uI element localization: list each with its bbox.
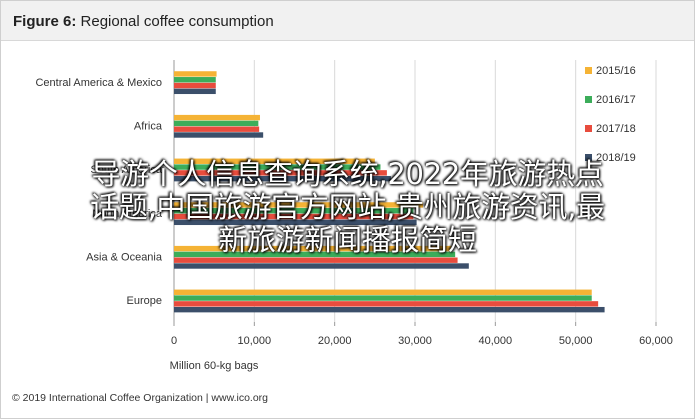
bar [174, 251, 456, 258]
legend-label: 2018/19 [596, 152, 636, 164]
chart-title: Figure 6: Regional coffee consumption [13, 13, 274, 30]
bar [174, 257, 458, 263]
overlay-line: 话题,中国旅游官方网站,贵州旅游资讯,最 [90, 190, 605, 224]
category-label: Africa [134, 121, 163, 133]
category-label: Central America & Mexico [35, 77, 162, 89]
category-label: Europe [127, 295, 162, 307]
bar [174, 295, 592, 301]
bar [174, 202, 424, 208]
bar [174, 289, 592, 295]
bar [174, 82, 216, 89]
bar [174, 170, 387, 176]
title-band: Figure 6: Regional coffee consumption [1, 1, 694, 41]
bar [174, 77, 216, 83]
legend-label: 2015/16 [596, 65, 636, 77]
x-tick-label: 50,000 [559, 335, 593, 347]
category-label: South America [90, 164, 162, 176]
bar [174, 306, 605, 313]
legend-swatch [585, 67, 592, 74]
bar [174, 114, 260, 121]
bar [174, 120, 259, 127]
x-tick-label: 30,000 [398, 335, 432, 347]
bar [174, 213, 414, 220]
overlay-line: 导游个人信息查询系统,2022年旅游热点 [91, 157, 604, 191]
x-axis-label: Million 60-kg bags [170, 360, 259, 372]
bar [174, 301, 599, 307]
overlay-line: 新旅游新闻播报简短 [218, 223, 477, 257]
bar [174, 132, 264, 138]
bar [174, 208, 414, 214]
x-tick-label: 40,000 [479, 335, 513, 347]
bar [174, 175, 391, 182]
legend-label: 2016/17 [596, 94, 636, 106]
bar [174, 71, 217, 77]
legend-label: 2017/18 [596, 123, 636, 135]
bar [174, 126, 260, 132]
title-prefix: Figure 6: [13, 13, 77, 30]
legend-swatch [585, 154, 592, 161]
bar [174, 245, 452, 252]
source-note: © 2019 International Coffee Organization… [12, 392, 268, 404]
bar [174, 164, 381, 170]
bar [174, 158, 375, 164]
legend-swatch [585, 96, 592, 103]
x-tick-label: 0 [171, 335, 177, 347]
category-label: North America [92, 208, 163, 220]
x-tick-label: 20,000 [318, 335, 352, 347]
category-label: Asia & Oceania [86, 252, 163, 264]
x-tick-label: 60,000 [639, 335, 673, 347]
bar [174, 88, 216, 95]
bar [174, 263, 469, 269]
overlay-text: 导游个人信息查询系统,2022年旅游热点 话题,中国旅游官方网站,贵州旅游资讯,最… [0, 158, 695, 257]
legend-swatch [585, 125, 592, 132]
bar [174, 219, 417, 226]
title-text: Regional coffee consumption [80, 13, 274, 30]
x-tick-label: 10,000 [238, 335, 272, 347]
